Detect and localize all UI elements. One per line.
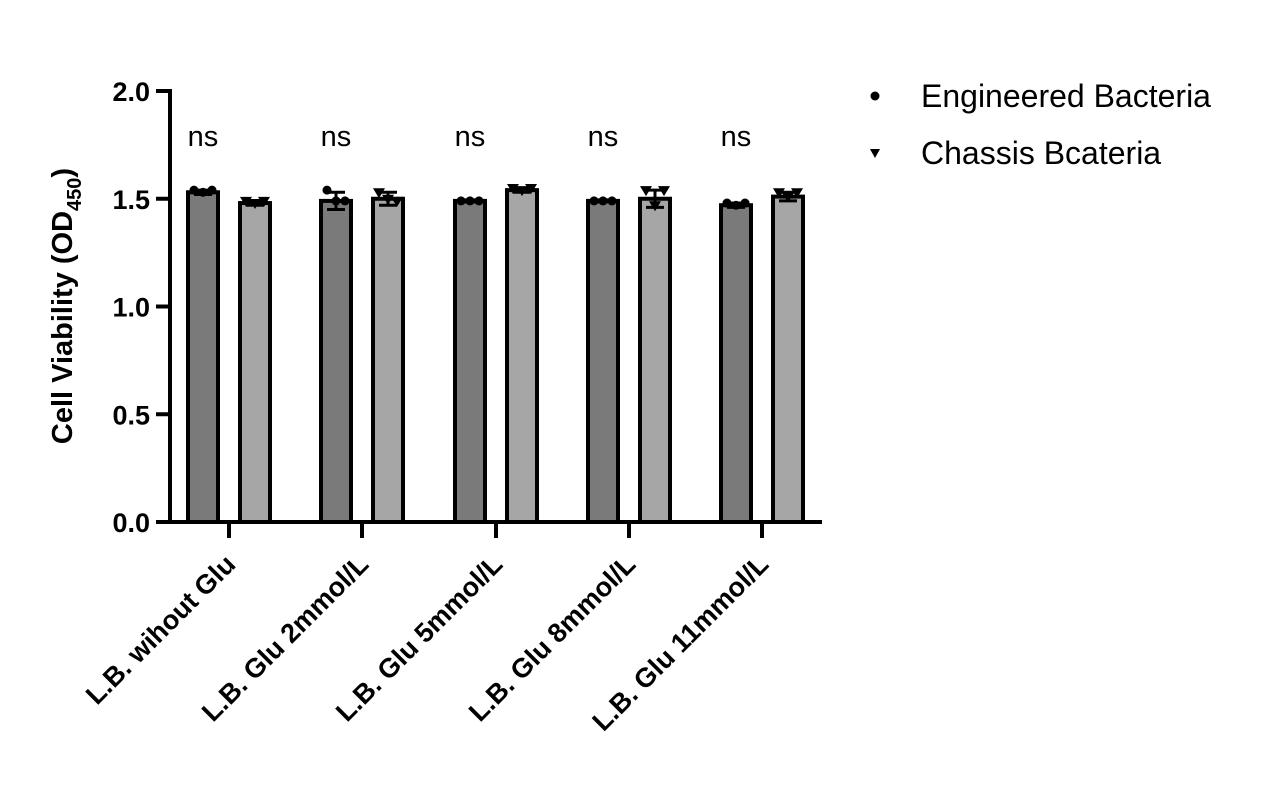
data-point <box>249 199 261 210</box>
bar <box>719 203 753 524</box>
significance-label: ns <box>588 121 619 153</box>
legend-marker-triangle <box>870 149 880 158</box>
data-point <box>474 196 484 206</box>
y-tick-label: 0.5 <box>112 400 150 430</box>
y-tick-label: 1.5 <box>112 185 150 215</box>
bar <box>505 188 539 524</box>
bar <box>238 201 272 524</box>
legend-item-engineered: Engineered Bacteria <box>870 78 1211 114</box>
data-point <box>773 188 785 199</box>
data-point <box>207 185 217 195</box>
y-tick-label: 1.0 <box>112 293 150 323</box>
data-point <box>331 196 341 206</box>
data-point <box>340 196 350 206</box>
significance-label: ns <box>721 121 752 153</box>
data-point <box>731 200 741 210</box>
data-point <box>258 196 270 207</box>
y-axis-label: Cell Viability (OD450) <box>47 168 86 444</box>
bar <box>638 196 672 524</box>
legend-label: Chassis Bcateria <box>921 135 1161 171</box>
data-point <box>507 183 519 194</box>
significance-label: ns <box>188 121 219 153</box>
data-point <box>516 186 528 197</box>
bar <box>586 198 620 524</box>
data-point <box>373 188 385 199</box>
data-point <box>607 196 617 206</box>
data-point <box>722 198 732 208</box>
significance-label: ns <box>455 121 486 153</box>
data-point <box>649 201 661 212</box>
plot-area <box>186 183 805 524</box>
data-point <box>782 192 794 203</box>
data-point <box>640 186 652 197</box>
data-point <box>456 196 466 206</box>
data-point <box>589 196 599 206</box>
data-point <box>658 186 670 197</box>
data-point <box>382 194 394 205</box>
data-point <box>791 188 803 199</box>
bar <box>186 190 220 524</box>
bar <box>771 194 805 524</box>
legend-label: Engineered Bacteria <box>921 78 1211 114</box>
bar <box>453 198 487 524</box>
y-tick-label: 2.0 <box>112 77 150 107</box>
y-tick-label: 0.0 <box>112 508 150 538</box>
significance-label: ns <box>321 121 352 153</box>
data-point <box>240 196 252 207</box>
data-point <box>525 183 537 194</box>
legend: Engineered Bacteria Chassis Bcateria <box>870 78 1211 171</box>
bar <box>371 196 405 524</box>
legend-marker-circle <box>870 91 880 101</box>
data-point <box>740 198 750 208</box>
data-point <box>198 187 208 197</box>
data-point <box>465 196 475 206</box>
data-point <box>189 185 199 195</box>
data-point <box>391 196 403 207</box>
data-point <box>322 185 332 195</box>
legend-item-chassis: Chassis Bcateria <box>870 135 1161 171</box>
data-point <box>598 196 608 206</box>
bar <box>319 198 353 524</box>
